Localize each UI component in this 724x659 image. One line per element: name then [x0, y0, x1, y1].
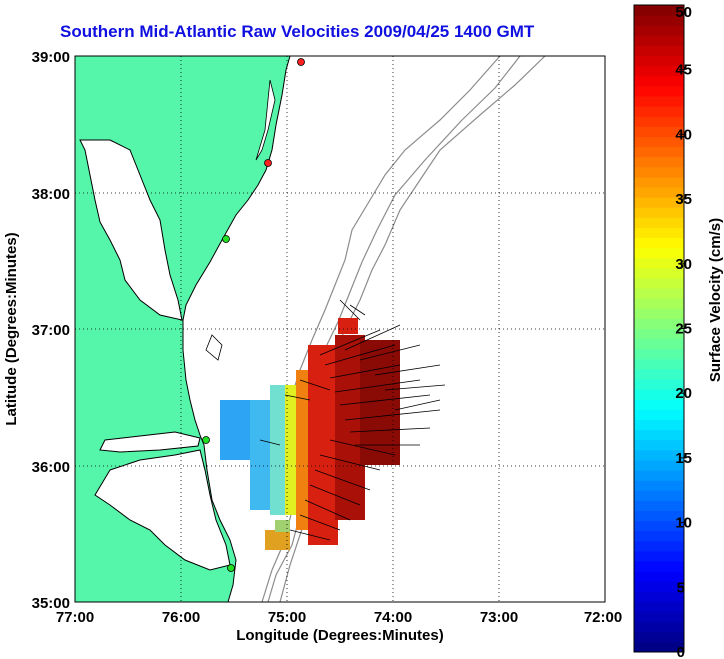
colorbar-tick-label: 50: [675, 4, 692, 21]
colorbar-band: [634, 368, 684, 380]
colorbar-band: [634, 298, 684, 309]
y-tick-label: 36:00: [32, 459, 70, 476]
colorbar-band: [634, 379, 684, 390]
colorbar-band: [634, 186, 684, 198]
colorbar-band: [634, 449, 684, 461]
colorbar-band: [634, 288, 684, 299]
colorbar-band: [634, 500, 684, 511]
colorbar-band: [634, 25, 684, 36]
colorbar-band: [634, 581, 684, 592]
colorbar-band: [634, 267, 684, 279]
colorbar-band: [634, 15, 684, 26]
colorbar-band: [634, 561, 684, 572]
colorbar-band: [634, 318, 684, 329]
colorbar-band: [634, 591, 684, 602]
colorbar-band: [634, 197, 684, 208]
radar-station-marker: [202, 436, 210, 444]
map-title: Southern Mid-Atlantic Raw Velocities 200…: [60, 22, 535, 41]
colorbar-band: [634, 358, 684, 370]
colorbar-band: [634, 631, 684, 643]
colorbar-band: [634, 520, 684, 532]
colorbar-band: [634, 65, 684, 77]
x-tick-label: 76:00: [162, 609, 200, 626]
colorbar-band: [634, 409, 684, 420]
y-tick-label: 37:00: [32, 322, 70, 339]
x-tick-label: 73:00: [480, 609, 518, 626]
velocity-arrows: [259, 299, 446, 541]
x-tick-label: 75:00: [268, 609, 306, 626]
y-tick-label: 35:00: [32, 595, 70, 612]
colorbar-band: [634, 459, 684, 471]
colorbar-band: [634, 75, 684, 87]
colorbar-band: [634, 389, 684, 400]
colorbar-band: [634, 641, 684, 653]
colorbar-band: [634, 419, 684, 431]
albemarle-sound: [99, 431, 201, 453]
colorbar-band: [634, 399, 684, 410]
colorbar-band: [634, 146, 684, 158]
colorbar-band: [634, 55, 684, 67]
map-grid: [75, 56, 605, 602]
colorbar-band: [634, 510, 684, 522]
colorbar-band: [634, 621, 684, 633]
colorbar-band: [634, 166, 684, 178]
y-tick-label: 39:00: [32, 49, 70, 66]
y-tick-label: 38:00: [32, 186, 70, 203]
colorbar-band: [634, 470, 684, 481]
colorbar-band: [634, 601, 684, 613]
x-tick-label: 72:00: [584, 609, 622, 626]
colorbar-band: [634, 156, 684, 168]
colorbar-band: [634, 490, 684, 501]
colorbar-band: [634, 106, 684, 117]
x-tick-label: 77:00: [56, 609, 94, 626]
colorbar-band: [634, 116, 684, 127]
y-axis-label: Latitude (Degrees:Minutes): [3, 232, 20, 425]
colorbar-band: [634, 611, 684, 623]
colorbar-band: [634, 126, 684, 137]
colorbar-label: Surface Velocity (cm/s): [707, 218, 724, 382]
colorbar-band: [634, 550, 684, 562]
colorbar-band: [634, 95, 684, 107]
colorbar-band: [634, 348, 684, 360]
colorbar-band: [634, 237, 684, 249]
colorbar-band: [634, 328, 684, 340]
velocity-field: [220, 318, 400, 550]
colorbar-band: [634, 207, 684, 218]
colorbar-band: [634, 439, 684, 451]
chesapeake-bay: [79, 139, 183, 321]
x-tick-label: 74:00: [374, 609, 412, 626]
radar-station-marker: [264, 159, 272, 167]
colorbar-band: [634, 338, 684, 350]
plot-frame: [74, 55, 606, 603]
colorbar-band: [634, 540, 684, 552]
colorbar-band: [634, 227, 684, 239]
colorbar-band: [634, 35, 684, 46]
colorbar-band: [634, 277, 684, 289]
colorbar-band: [634, 45, 684, 57]
colorbar-band: [634, 136, 684, 148]
coastal-water-detail: [205, 79, 276, 361]
radar-station-marker: [227, 564, 235, 572]
colorbar-band: [634, 530, 684, 542]
colorbar-band: [634, 247, 684, 259]
radar-station-marker: [222, 235, 230, 243]
radar-station-marker: [297, 58, 305, 66]
colorbar-band: [634, 308, 684, 319]
colorbar-band: [634, 429, 684, 441]
colorbar-band: [634, 480, 684, 491]
colorbar-band: [634, 5, 684, 16]
colorbar-band: [634, 571, 684, 582]
colorbar-band: [634, 176, 684, 188]
colorbar-band: [634, 257, 684, 269]
x-axis-label: Longitude (Degrees:Minutes): [236, 627, 444, 644]
colorbar-band: [634, 217, 684, 228]
colorbar-band: [634, 85, 684, 97]
